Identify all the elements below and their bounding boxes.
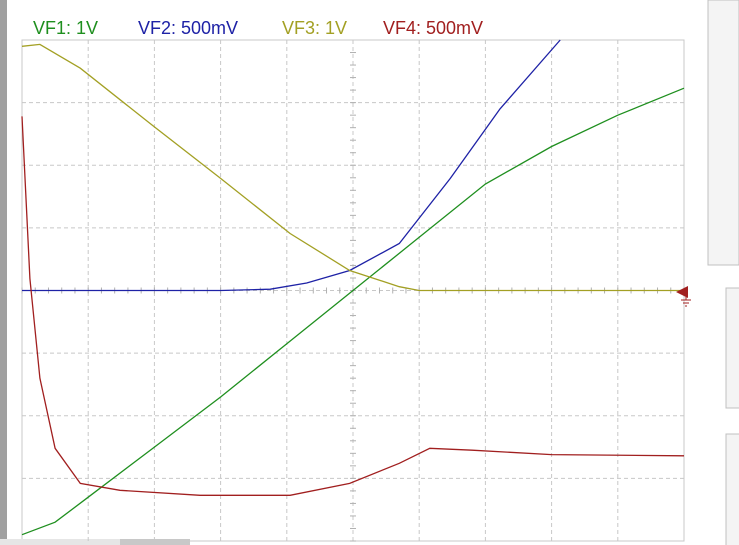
left-edge <box>0 0 7 545</box>
traces <box>21 39 685 536</box>
trace <box>21 116 685 496</box>
legend: VF1: 1V VF2: 500mV VF3: 1V VF4: 500mV <box>33 18 483 38</box>
ground-marker[interactable] <box>676 286 688 298</box>
legend-entry: VF2: 500mV <box>138 18 238 38</box>
legend-entry: VF4: 500mV <box>383 18 483 38</box>
side-panel <box>725 287 739 409</box>
legend-entry: VF3: 1V <box>282 18 347 38</box>
trace <box>21 87 685 536</box>
ground-symbol <box>681 292 691 307</box>
legend-entry: VF1: 1V <box>33 18 98 38</box>
scrollbar-thumb[interactable] <box>120 539 190 545</box>
scrollbar[interactable] <box>0 539 190 545</box>
side-panel <box>707 0 739 266</box>
trace <box>21 43 684 292</box>
side-panel <box>725 433 739 545</box>
